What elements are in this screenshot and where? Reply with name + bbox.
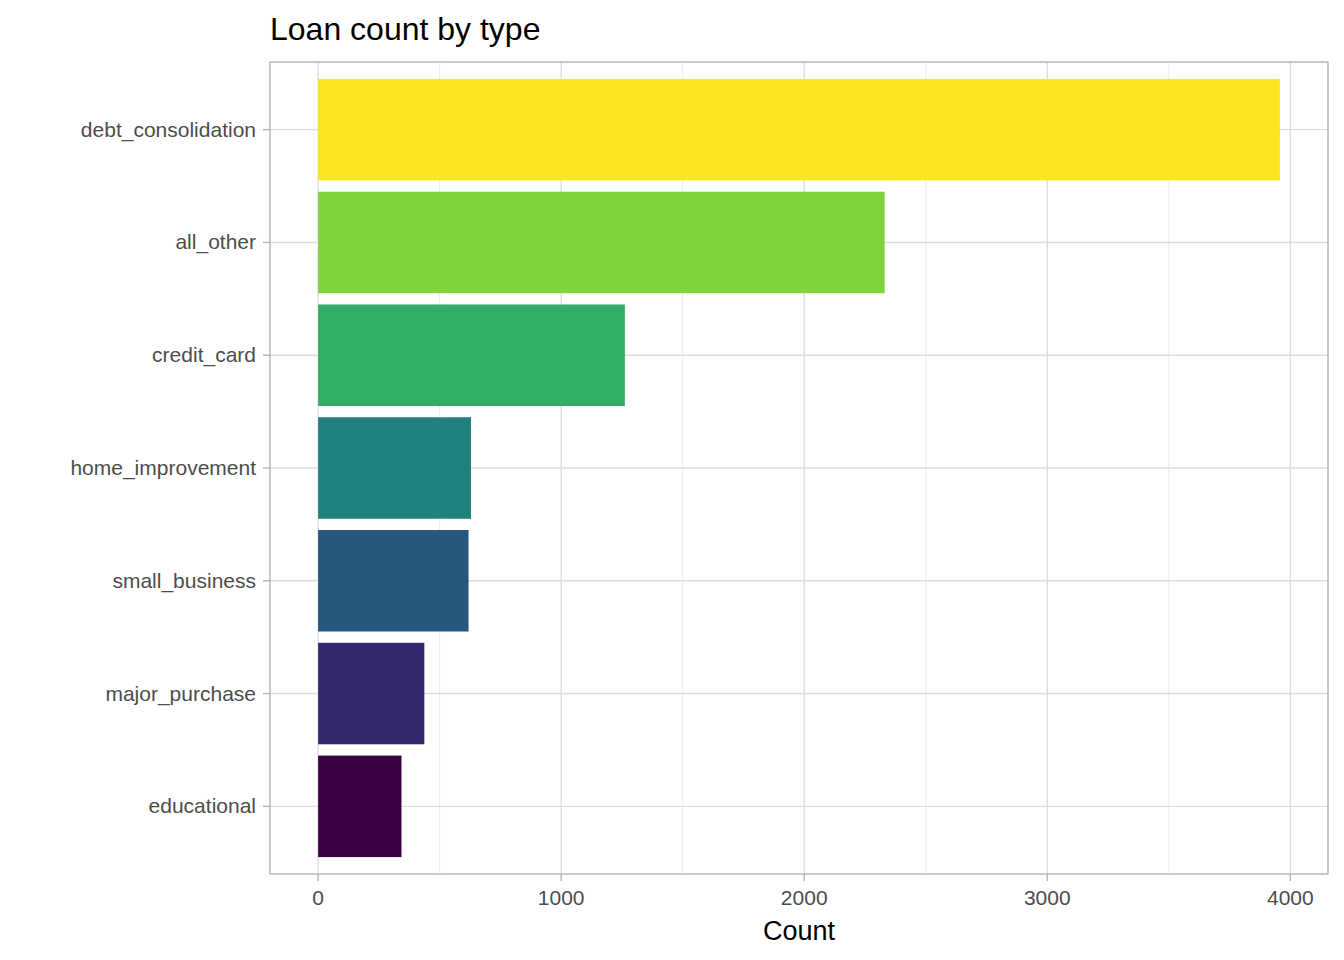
category-label: debt_consolidation	[81, 118, 256, 142]
bar	[318, 304, 625, 406]
bar	[318, 79, 1280, 180]
tick-label: 2000	[781, 886, 828, 909]
title: Loan count by type	[270, 11, 540, 47]
category-tick-mark	[263, 242, 270, 243]
category-tick-mark	[263, 467, 270, 468]
category-tick-mark	[263, 129, 270, 130]
category-tick-mark	[263, 355, 270, 356]
category-label: home_improvement	[70, 456, 256, 480]
tick-mark	[1047, 874, 1048, 881]
category-grid-line	[270, 806, 1328, 807]
chart: 0 1000 2000 3000 4000 debt_consolidation all_o…	[0, 0, 1344, 960]
plot-border	[270, 62, 1328, 874]
category-label: educational	[149, 794, 256, 817]
tick-mark	[560, 874, 561, 881]
tick-mark	[804, 874, 805, 881]
tick-label: 0	[312, 886, 324, 909]
category-tick-mark	[263, 806, 270, 807]
category-label: major_purchase	[105, 682, 256, 706]
bar	[318, 530, 468, 632]
tick-label: 3000	[1024, 886, 1071, 909]
category-label: credit_card	[152, 343, 256, 367]
bar	[318, 192, 885, 294]
category-tick-mark	[263, 693, 270, 694]
bar	[318, 756, 401, 858]
bar	[318, 417, 471, 519]
bar	[318, 643, 424, 745]
axis-label: Count	[763, 916, 836, 946]
category-label: all_other	[175, 230, 256, 254]
tick-mark	[1290, 874, 1291, 881]
plot-background	[270, 62, 1328, 874]
category-label: small_business	[112, 569, 256, 593]
bars	[318, 79, 1280, 857]
category-tick-mark	[263, 580, 270, 581]
tick-mark	[317, 874, 318, 881]
tick-label: 4000	[1267, 886, 1314, 909]
category-grid-line	[270, 693, 1328, 694]
tick-label: 1000	[538, 886, 585, 909]
